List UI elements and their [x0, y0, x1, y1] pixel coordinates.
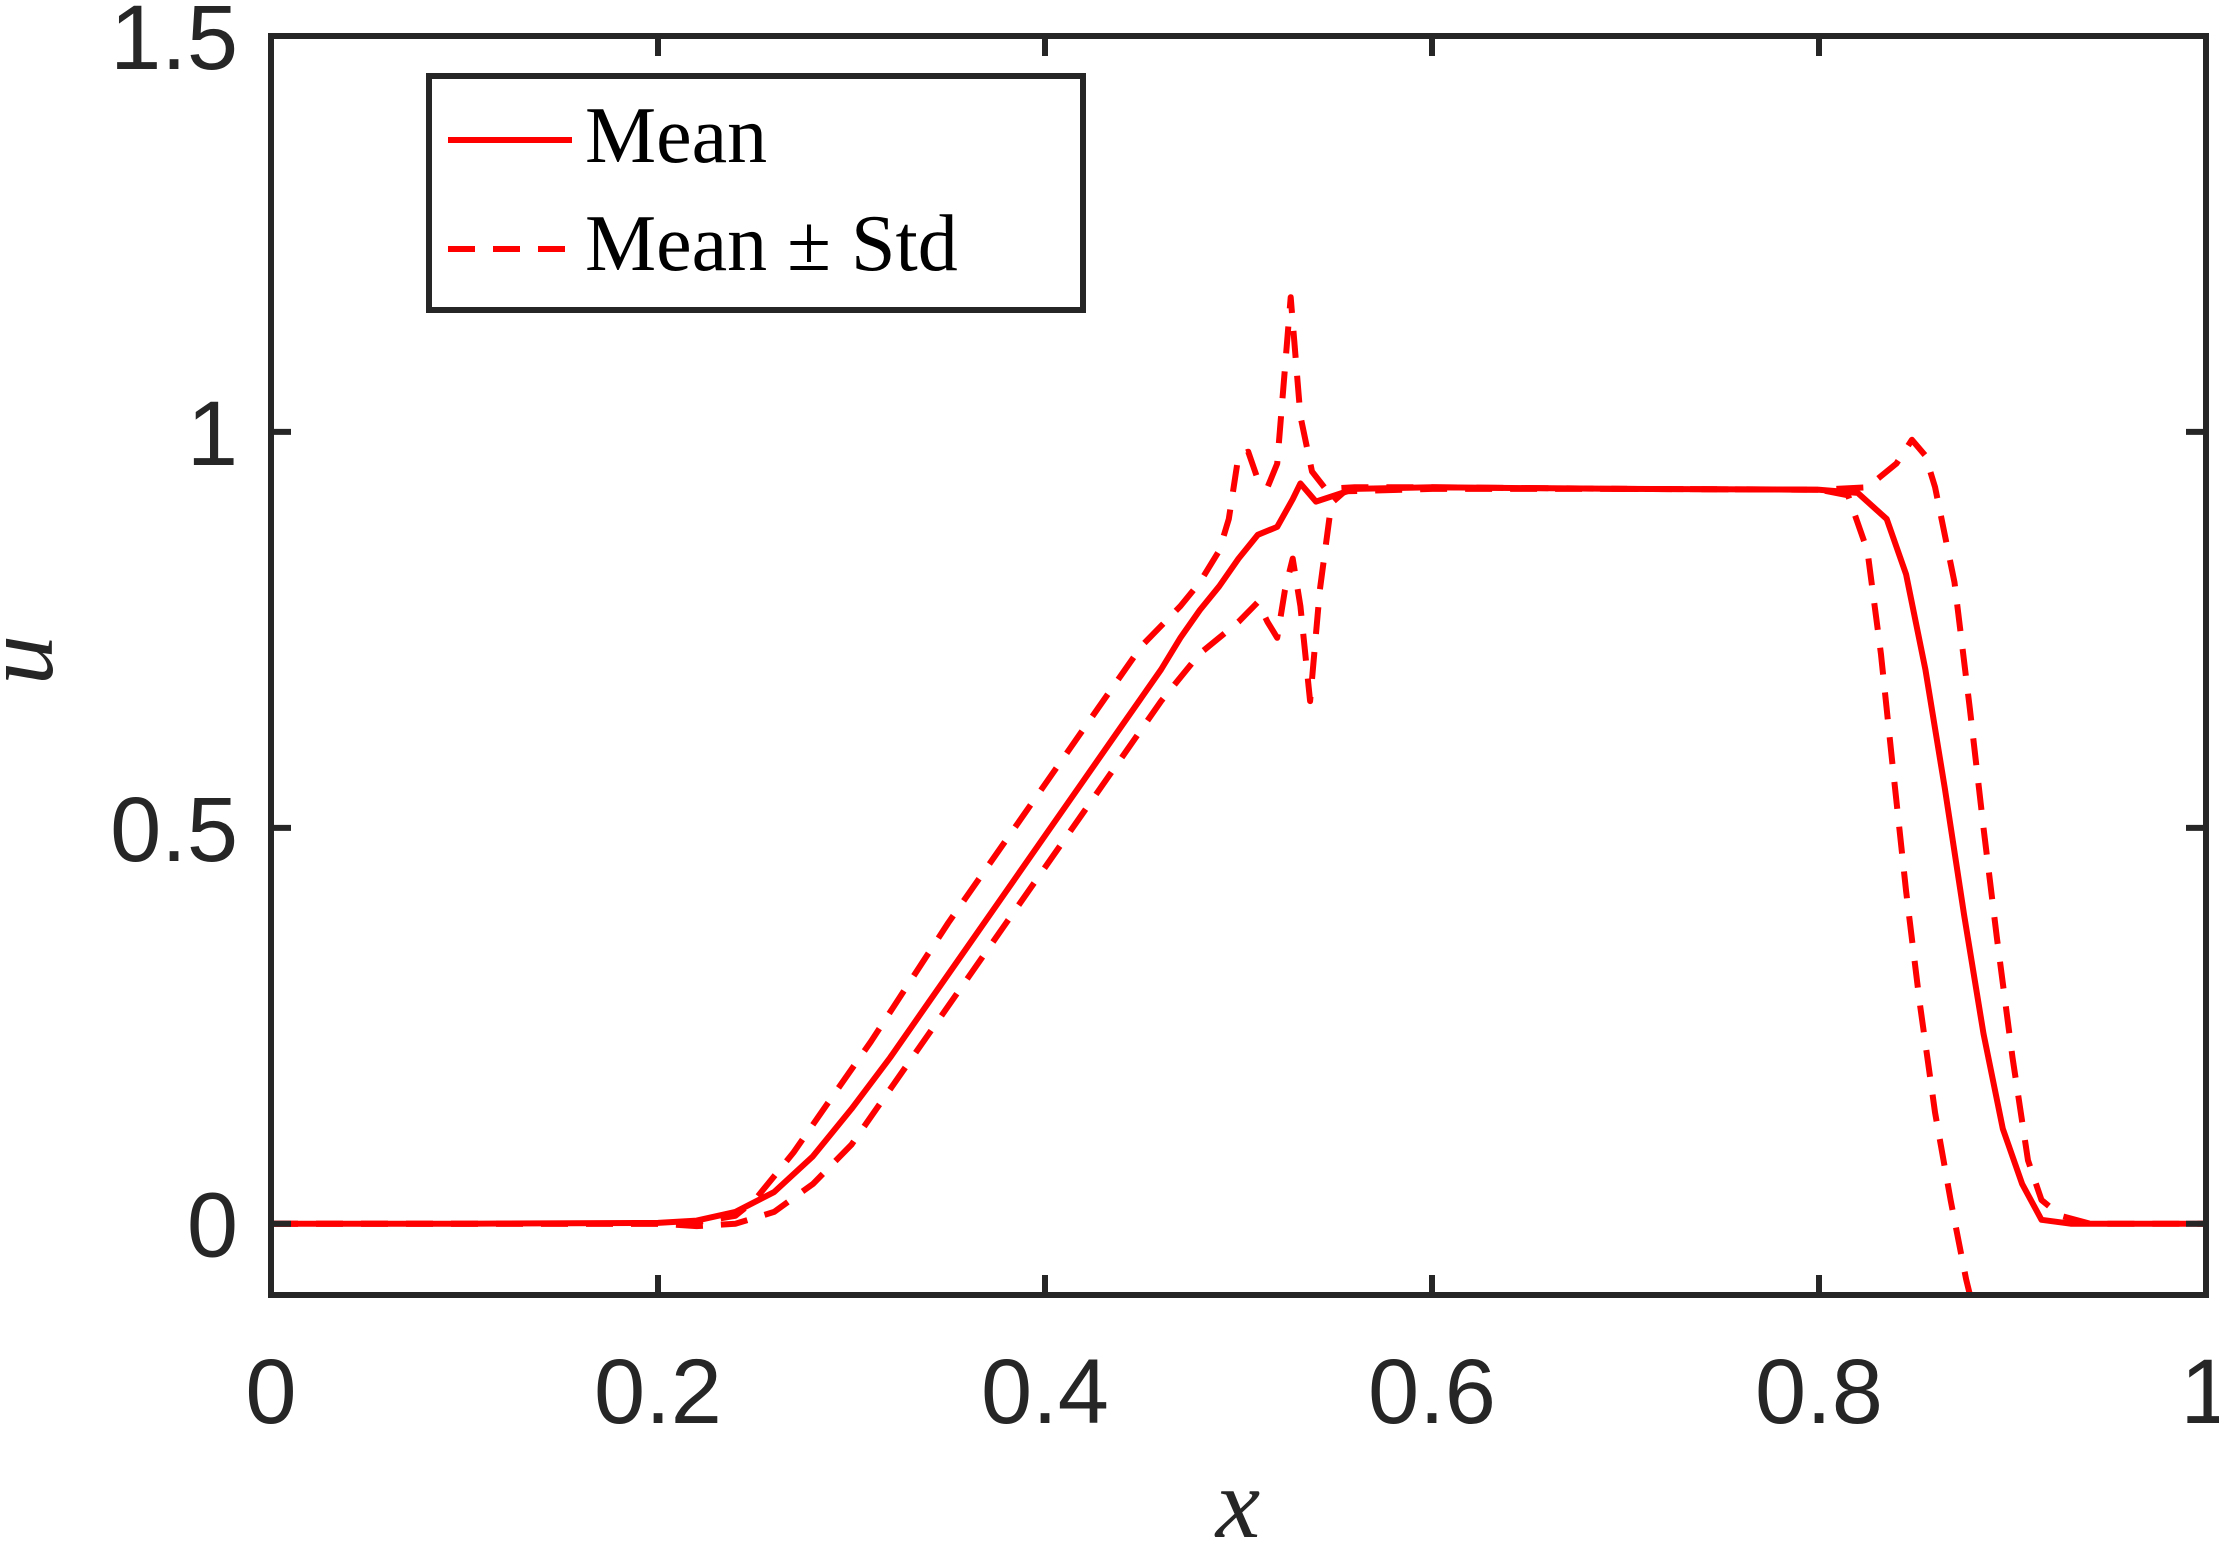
x-tick-label-1: 0.2: [594, 1341, 722, 1443]
x-tick-label-0: 0: [245, 1341, 296, 1443]
y-tick-label-3: 1.5: [110, 0, 238, 89]
x-axis-label: x: [1214, 1448, 1260, 1544]
x-tick-label-5: 1: [2180, 1341, 2219, 1443]
y-tick-label-0: 0: [187, 1175, 238, 1277]
y-tick-label-1: 0.5: [110, 779, 238, 881]
series-layer: [271, 294, 2206, 1295]
legend-label-mean: Mean: [585, 92, 767, 180]
legend: Mean Mean ± Std: [426, 73, 1086, 313]
legend-label-mean-std: Mean ± Std: [585, 200, 958, 288]
tick-marks: [268, 33, 2209, 1295]
plot-frame: [268, 33, 2209, 1298]
series-line-mean: [271, 480, 2206, 1227]
x-tick-label-4: 0.8: [1755, 1341, 1883, 1443]
x-tick-label-3: 0.6: [1368, 1341, 1496, 1443]
series-line-mean-std: [271, 294, 2206, 1227]
y-axis-label: u: [0, 635, 74, 685]
series-line-mean-std: [271, 485, 1974, 1295]
legend-box: [426, 73, 1086, 313]
x-tick-label-2: 0.4: [981, 1341, 1109, 1443]
y-tick-label-2: 1: [187, 383, 238, 485]
